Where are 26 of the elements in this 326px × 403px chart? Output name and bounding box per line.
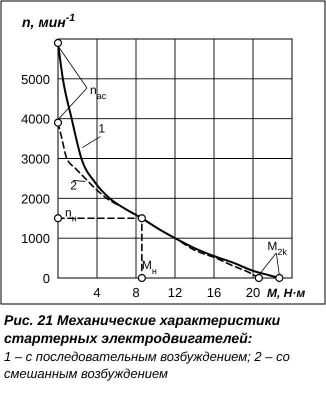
y-tick-label: 2000 [21,191,50,206]
x-tick-label: 20 [246,285,260,300]
point [54,38,62,48]
annotation: M$_{2k}$ [267,239,288,257]
y-tick-label: 4000 [21,112,50,127]
point [275,274,284,282]
text: 1 – с последовательным возбуждением; 2 – со смешанным возбуждением [4,349,290,381]
x-axis-title: M, Н·м [267,286,306,300]
x-tick-label: 16 [206,285,222,300]
point [138,214,146,222]
y-tick-label: 1000 [21,231,50,246]
x-tick-label: 8 [132,285,140,300]
point [54,214,62,222]
annotation: M$_{н}$ [142,258,157,276]
x-tick-label: 12 [168,285,182,300]
annotation: 1 [98,122,106,136]
point [54,118,62,127]
y-axis-title: n, мин$^{-1}$ [22,12,76,30]
annotation: 2 [70,178,78,192]
y-tick-label: 5000 [21,72,50,87]
y-tick-label: 0 [42,271,50,286]
y-tick-label: 3000 [21,152,50,166]
x-tick-label: 4 [93,285,101,300]
text: Рис. 21 Механические характеристики стартерных электродвигателей: [4,312,281,346]
point [138,274,146,282]
point [254,274,263,282]
